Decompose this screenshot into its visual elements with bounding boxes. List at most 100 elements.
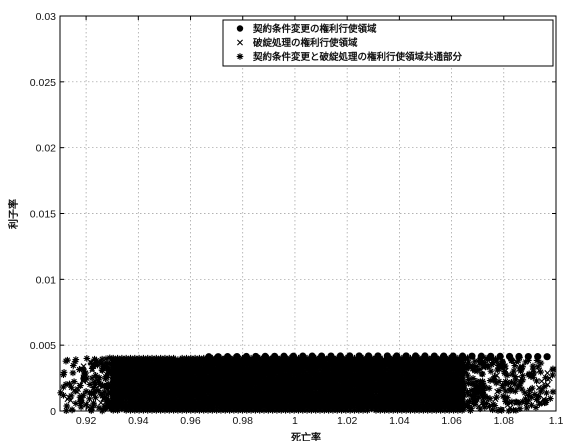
y-tick-label: 0 xyxy=(50,406,56,418)
scatter-point-common-region xyxy=(454,354,462,362)
scatter-point-bankruptcy xyxy=(480,364,487,371)
legend-box xyxy=(222,19,554,67)
scatter-point-common-region xyxy=(99,367,106,374)
scatter-point-common-region xyxy=(519,372,526,379)
scatter-point-common-region xyxy=(92,381,99,388)
scatter-point-common-region xyxy=(104,385,111,393)
scatter-point-bankruptcy xyxy=(80,376,87,383)
scatter-point-bankruptcy xyxy=(116,360,123,367)
scatter-point-common-region xyxy=(118,354,126,362)
scatter-point-common-region xyxy=(69,362,77,369)
scatter-point-bankruptcy xyxy=(106,388,113,395)
legend-marker-filled-circle xyxy=(236,25,244,32)
scatter-point-common-region xyxy=(239,354,246,362)
scatter-point-common-region xyxy=(82,369,89,377)
scatter-point-common-region xyxy=(157,354,164,362)
scatter-point-common-region xyxy=(90,384,98,391)
scatter-point-common-region xyxy=(101,402,109,410)
scatter-point-bankruptcy xyxy=(100,363,107,370)
scatter-point-contract-change xyxy=(468,352,476,360)
scatter-point-contract-change xyxy=(364,352,373,360)
scatter-point-common-region xyxy=(105,404,113,411)
scatter-point-common-region xyxy=(247,354,255,362)
scatter-point-common-region xyxy=(389,354,397,362)
scatter-point-common-region xyxy=(57,389,64,397)
scatter-point-common-region xyxy=(286,354,294,362)
scatter-point-common-region xyxy=(525,371,533,379)
scatter-point-contract-change xyxy=(449,352,457,360)
scatter-point-bankruptcy xyxy=(518,363,525,370)
scatter-point-common-region xyxy=(549,371,556,379)
x-tick-label: 0.94 xyxy=(128,415,149,427)
x-tick-label: 1.1 xyxy=(549,415,564,427)
scatter-point-common-region xyxy=(333,354,341,362)
scatter-point-common-region xyxy=(521,389,529,397)
scatter-point-common-region xyxy=(519,398,527,405)
scatter-point-bankruptcy xyxy=(507,404,514,411)
scatter-point-bankruptcy xyxy=(507,399,514,406)
scatter-point-common-region xyxy=(486,403,493,410)
scatter-point-contract-change xyxy=(421,352,429,360)
scatter-point-contract-change xyxy=(317,352,326,360)
scatter-point-common-region xyxy=(537,388,545,396)
scatter-point-common-region xyxy=(200,354,208,362)
x-tick-label: 1.02 xyxy=(337,415,358,427)
scatter-point-contract-change xyxy=(214,353,222,361)
x-tick-label: 1.04 xyxy=(389,415,410,427)
scatter-point-common-region xyxy=(484,394,491,402)
scatter-point-bankruptcy xyxy=(479,393,486,400)
scatter-point-common-region xyxy=(508,378,515,386)
scatter-point-bankruptcy xyxy=(113,390,120,397)
scatter-point-bankruptcy xyxy=(82,401,89,408)
scatter-point-common-region xyxy=(505,380,512,387)
scatter-point-common-region xyxy=(465,358,472,366)
scatter-point-common-region xyxy=(476,405,484,413)
scatter-point-common-region xyxy=(528,371,535,378)
scatter-point-bankruptcy xyxy=(502,367,509,374)
scatter-point-bankruptcy xyxy=(105,368,112,375)
scatter-point-common-region xyxy=(86,395,93,403)
scatter-point-bankruptcy xyxy=(513,399,520,406)
scatter-point-common-region xyxy=(504,394,511,401)
scatter-point-bankruptcy xyxy=(536,367,543,374)
scatter-point-contract-change xyxy=(308,352,316,360)
scatter-point-contract-change xyxy=(477,352,485,360)
scatter-point-bankruptcy xyxy=(494,388,501,395)
scatter-point-common-region xyxy=(486,377,494,384)
scatter-point-common-region xyxy=(312,354,320,362)
scatter-point-common-region xyxy=(473,382,480,389)
scatter-point-bankruptcy xyxy=(537,399,544,406)
scatter-point-common-region xyxy=(170,354,177,362)
scatter-point-common-region xyxy=(489,401,497,408)
scatter-point-common-region xyxy=(465,402,472,409)
scatter-point-common-region xyxy=(127,354,134,362)
scatter-point-common-region xyxy=(519,363,526,371)
scatter-point-common-region xyxy=(94,387,102,394)
scatter-point-common-region xyxy=(492,379,500,387)
scatter-point-common-region xyxy=(174,356,182,363)
scatter-point-common-region xyxy=(473,367,481,375)
scatter-point-common-region xyxy=(165,354,173,362)
scatter-point-common-region xyxy=(77,403,85,411)
scatter-point-common-region xyxy=(461,391,468,399)
scatter-point-common-region xyxy=(144,354,152,362)
scatter-point-common-region xyxy=(209,354,216,362)
scatter-point-contract-change xyxy=(440,352,448,360)
scatter-point-common-region xyxy=(398,354,406,362)
scatter-point-common-region xyxy=(265,354,272,362)
scatter-point-bankruptcy xyxy=(116,398,123,405)
scatter-point-common-region xyxy=(62,381,70,388)
scatter-point-common-region xyxy=(516,405,524,413)
scatter-point-common-region xyxy=(464,361,471,368)
scatter-point-bankruptcy xyxy=(110,374,117,381)
scatter-point-common-region xyxy=(140,354,147,362)
scatter-point-common-region xyxy=(114,354,121,362)
legend-marker-x xyxy=(237,39,243,46)
x-tick-label: 1.08 xyxy=(494,415,515,427)
scatter-point-common-region xyxy=(518,385,526,393)
scatter-point-common-region xyxy=(512,407,520,414)
grid-layer xyxy=(60,16,556,411)
y-tick-label: 0.03 xyxy=(36,11,57,23)
scatter-point-common-region xyxy=(66,380,73,388)
scatter-point-common-region xyxy=(60,371,67,379)
